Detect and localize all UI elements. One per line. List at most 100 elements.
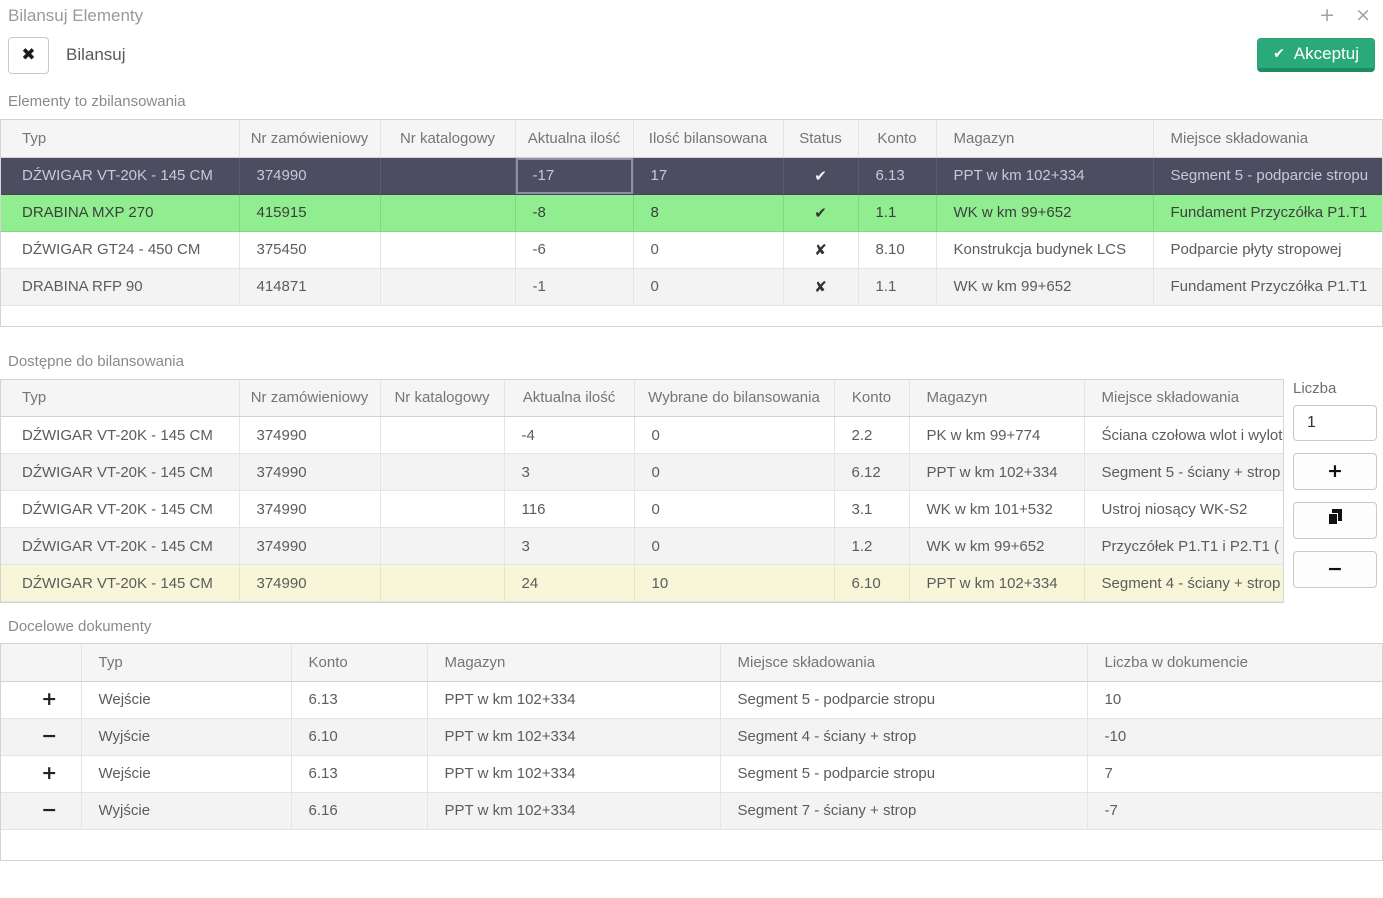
cell-doc-qty[interactable]: 7 <box>1087 755 1382 793</box>
cell-current-qty[interactable]: 3 <box>504 453 635 491</box>
cell-warehouse[interactable]: WK w km 99+652 <box>909 527 1085 565</box>
column-header-catalog-number[interactable]: Nr katalogowy <box>380 120 516 158</box>
cell-account[interactable]: 1.2 <box>834 527 910 565</box>
column-header-catalog-number[interactable]: Nr katalogowy <box>380 379 505 417</box>
cell-balanced-qty[interactable]: 8 <box>633 194 784 232</box>
cell-warehouse[interactable]: WK w km 101+532 <box>909 490 1085 528</box>
cell-doc-qty[interactable]: 10 <box>1087 681 1382 719</box>
cell-catalog-number[interactable] <box>380 527 505 565</box>
cell-current-qty[interactable]: -4 <box>504 416 635 454</box>
cell-catalog-number[interactable] <box>380 453 505 491</box>
cell-storage-place[interactable]: Przyczółek P1.T1 i P2.T1 ( <box>1084 527 1283 565</box>
cell-order-number[interactable]: 374990 <box>239 564 381 602</box>
cell-order-number[interactable]: 374990 <box>239 527 381 565</box>
column-header-storage-place[interactable]: Miejsce składowania <box>720 644 1088 682</box>
cell-catalog-number[interactable] <box>380 490 505 528</box>
cell-current-qty[interactable]: 3 <box>504 527 635 565</box>
column-header-typ[interactable]: Typ <box>1 120 240 158</box>
cell-warehouse[interactable]: WK w km 99+652 <box>936 268 1154 306</box>
cell-storage-place[interactable]: Ustroj niosący WK-S2 <box>1084 490 1283 528</box>
cell-account[interactable]: 6.10 <box>834 564 910 602</box>
table-row[interactable]: DŹWIGAR VT-20K - 145 CM 374990 3 0 6.12 … <box>1 453 1283 491</box>
column-header-type[interactable]: Typ <box>81 644 292 682</box>
cell-account[interactable]: 6.16 <box>291 792 428 830</box>
cell-typ[interactable]: DRABINA MXP 270 <box>1 194 240 232</box>
table-row[interactable]: DŹWIGAR VT-20K - 145 CM 374990 116 0 3.1… <box>1 490 1283 528</box>
cell-order-number[interactable]: 374990 <box>239 490 381 528</box>
column-header-order-number[interactable]: Nr zamówieniowy <box>239 379 381 417</box>
cell-catalog-number[interactable] <box>380 268 516 306</box>
cell-order-number[interactable]: 375450 <box>239 231 381 269</box>
cell-storage-place[interactable]: Segment 4 - ściany + strop <box>720 718 1088 756</box>
cell-type[interactable]: Wejście <box>81 755 292 793</box>
cell-type[interactable]: Wyjście <box>81 718 292 756</box>
column-header-account[interactable]: Konto <box>291 644 428 682</box>
table-row[interactable]: DRABINA MXP 270 415915 -8 8 ✔ 1.1 WK w k… <box>1 194 1382 232</box>
copy-selection-button[interactable] <box>1293 501 1377 539</box>
table-row[interactable]: + Wejście 6.13 PPT w km 102+334 Segment … <box>1 755 1382 793</box>
cell-sign[interactable]: − <box>1 792 82 830</box>
cell-current-qty[interactable]: 24 <box>504 564 635 602</box>
cell-selected-qty[interactable]: 10 <box>634 564 835 602</box>
cell-selected-qty[interactable]: 0 <box>634 527 835 565</box>
cell-order-number[interactable]: 374990 <box>239 416 381 454</box>
column-header-selected-qty[interactable]: Wybrane do bilansowania <box>634 379 835 417</box>
cell-doc-qty[interactable]: -10 <box>1087 718 1382 756</box>
accept-button[interactable]: ✔ Akceptuj <box>1257 38 1375 72</box>
table-row[interactable]: DŹWIGAR VT-20K - 145 CM 374990 -4 0 2.2 … <box>1 416 1283 454</box>
column-header-current-qty[interactable]: Aktualna ilość <box>515 120 634 158</box>
cell-catalog-number[interactable] <box>380 231 516 269</box>
cell-selected-qty[interactable]: 0 <box>634 490 835 528</box>
cell-account[interactable]: 6.12 <box>834 453 910 491</box>
cell-storage-place[interactable]: Podparcie płyty stropowej <box>1153 231 1382 269</box>
cell-account[interactable]: 2.2 <box>834 416 910 454</box>
column-header-account[interactable]: Konto <box>834 379 910 417</box>
column-header-warehouse[interactable]: Magazyn <box>427 644 721 682</box>
cell-typ[interactable]: DŹWIGAR VT-20K - 145 CM <box>1 157 240 195</box>
cell-selected-qty[interactable]: 0 <box>634 416 835 454</box>
cell-order-number[interactable]: 415915 <box>239 194 381 232</box>
table-row[interactable]: DŹWIGAR VT-20K - 145 CM 374990 -17 17 ✔ … <box>1 157 1382 195</box>
table-row[interactable]: − Wyjście 6.10 PPT w km 102+334 Segment … <box>1 718 1382 756</box>
cell-type[interactable]: Wyjście <box>81 792 292 830</box>
cell-warehouse[interactable]: PPT w km 102+334 <box>427 792 721 830</box>
column-header-account[interactable]: Konto <box>858 120 937 158</box>
cell-warehouse[interactable]: PPT w km 102+334 <box>909 564 1085 602</box>
cell-status[interactable]: ✔ <box>783 157 859 195</box>
cell-status[interactable]: ✘ <box>783 268 859 306</box>
cell-selected-qty[interactable]: 0 <box>634 453 835 491</box>
cell-typ[interactable]: DRABINA RFP 90 <box>1 268 240 306</box>
cell-type[interactable]: Wejście <box>81 681 292 719</box>
cell-doc-qty[interactable]: -7 <box>1087 792 1382 830</box>
cell-account[interactable]: 6.13 <box>291 681 428 719</box>
column-header-current-qty[interactable]: Aktualna ilość <box>504 379 635 417</box>
cell-account[interactable]: 1.1 <box>858 194 937 232</box>
column-header-order-number[interactable]: Nr zamówieniowy <box>239 120 381 158</box>
cell-account[interactable]: 8.10 <box>858 231 937 269</box>
cell-current-qty-focused[interactable]: -17 <box>515 157 634 195</box>
window-plus-icon[interactable]: + <box>1319 4 1336 26</box>
cell-account[interactable]: 3.1 <box>834 490 910 528</box>
cell-warehouse[interactable]: PK w km 99+774 <box>909 416 1085 454</box>
cell-storage-place[interactable]: Segment 5 - podparcie stropu <box>1153 157 1382 195</box>
column-header-status[interactable]: Status <box>783 120 859 158</box>
cell-account[interactable]: 6.13 <box>858 157 937 195</box>
quantity-input[interactable] <box>1293 404 1377 441</box>
cell-current-qty[interactable]: -8 <box>515 194 634 232</box>
cell-current-qty[interactable]: -6 <box>515 231 634 269</box>
cell-storage-place[interactable]: Segment 4 - ściany + strop <box>1084 564 1283 602</box>
cell-storage-place[interactable]: Segment 5 - ściany + strop <box>1084 453 1283 491</box>
cell-storage-place[interactable]: Ściana czołowa wlot i wylot <box>1084 416 1283 454</box>
cancel-button[interactable]: ✖ <box>8 36 49 74</box>
cell-order-number[interactable]: 414871 <box>239 268 381 306</box>
cell-warehouse[interactable]: WK w km 99+652 <box>936 194 1154 232</box>
remove-selection-button[interactable]: − <box>1293 550 1377 588</box>
cell-catalog-number[interactable] <box>380 157 516 195</box>
cell-sign[interactable]: − <box>1 718 82 756</box>
table-row[interactable]: − Wyjście 6.16 PPT w km 102+334 Segment … <box>1 792 1382 830</box>
cell-warehouse[interactable]: Konstrukcja budynek LCS <box>936 231 1154 269</box>
cell-storage-place[interactable]: Segment 5 - podparcie stropu <box>720 681 1088 719</box>
cell-status[interactable]: ✘ <box>783 231 859 269</box>
cell-catalog-number[interactable] <box>380 564 505 602</box>
cell-storage-place[interactable]: Fundament Przyczółka P1.T1 <box>1153 268 1382 306</box>
